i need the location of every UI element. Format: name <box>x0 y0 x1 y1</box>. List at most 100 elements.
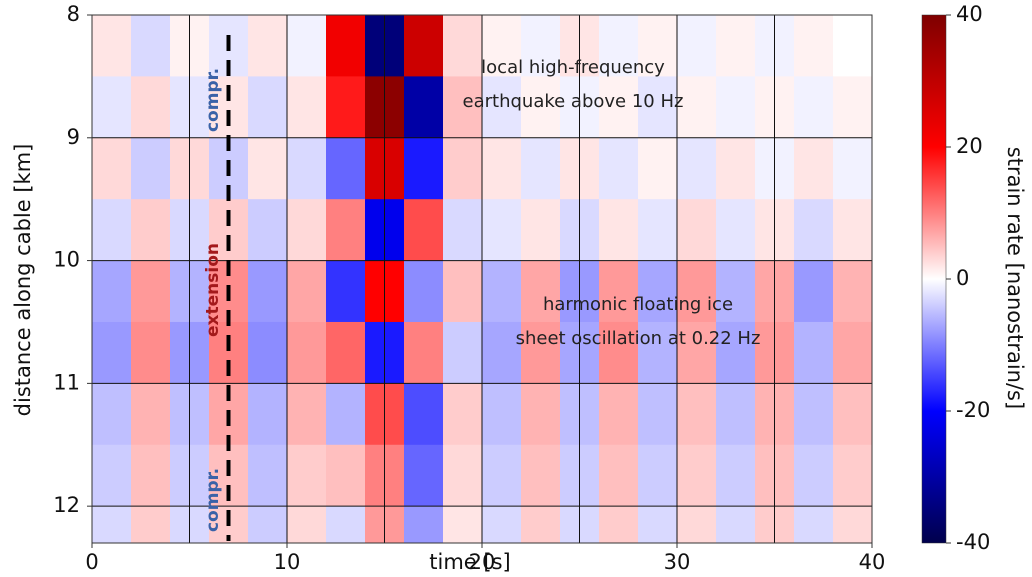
heatmap-cell <box>677 15 717 77</box>
annotation: sheet oscillation at 0.22 Hz <box>516 328 761 349</box>
heatmap-cell <box>833 199 873 262</box>
heatmap-cell <box>131 383 171 446</box>
y-tick-label: 12 <box>53 493 80 517</box>
heatmap-cell <box>443 137 483 200</box>
heatmap-cell <box>677 137 717 200</box>
heatmap-cell <box>92 260 132 323</box>
heatmap-cell <box>482 137 522 200</box>
heatmap-cell <box>833 15 873 77</box>
heatmap-cell <box>716 383 756 446</box>
heatmap-cell <box>404 137 444 200</box>
heatmap-cell <box>638 137 678 200</box>
heatmap-cell <box>248 321 288 384</box>
heatmap-cell <box>287 383 327 446</box>
heatmap-cell <box>716 444 756 507</box>
heatmap-cell <box>326 15 366 77</box>
heatmap-cell <box>404 199 444 262</box>
heatmap-cell <box>482 444 522 507</box>
heatmap-cell <box>404 321 444 384</box>
heatmap-cell <box>716 15 756 77</box>
heatmap-cell <box>716 76 756 139</box>
heatmap-cell <box>131 137 171 200</box>
heatmap-cell <box>794 383 834 446</box>
heatmap-cell <box>716 199 756 262</box>
heatmap-cell <box>638 199 678 262</box>
heatmap-cell <box>677 199 717 262</box>
heatmap-cell <box>833 260 873 323</box>
annotation: local high-frequency <box>481 57 665 78</box>
colorbar-tick-label: -40 <box>956 530 990 554</box>
heatmap-cell <box>92 383 132 446</box>
heatmap-cell <box>638 15 678 77</box>
heatmap-cell <box>521 383 561 446</box>
heatmap-cell <box>326 321 366 384</box>
heatmap-cell <box>248 383 288 446</box>
heatmap-cell <box>638 383 678 446</box>
heatmap-cell <box>443 260 483 323</box>
heatmap-cell <box>92 321 132 384</box>
heatmap-cell <box>404 76 444 139</box>
heatmap-cell <box>287 76 327 139</box>
x-tick-label: 10 <box>274 550 301 574</box>
heatmap-cell <box>443 506 483 544</box>
x-tick-label: 0 <box>85 550 98 574</box>
heatmap-cell <box>482 15 522 77</box>
annotation: harmonic floating ice <box>543 294 733 315</box>
heatmap-cell <box>677 321 717 384</box>
heatmap-cell <box>794 321 834 384</box>
heatmap-cell <box>638 321 678 384</box>
heatmap-cell <box>287 444 327 507</box>
heatmap-cell <box>482 383 522 446</box>
heatmap-cell <box>794 15 834 77</box>
heatmap-cell <box>599 76 639 139</box>
heatmap-cell <box>443 444 483 507</box>
heatmap-cell <box>92 199 132 262</box>
heatmap-cell <box>443 383 483 446</box>
heatmap-cell <box>92 506 132 544</box>
heatmap-cell <box>248 199 288 262</box>
heatmap-cell <box>404 444 444 507</box>
heatmap-cell <box>716 260 756 323</box>
colorbar-tick-label: 40 <box>956 2 983 26</box>
heatmap-cell <box>443 199 483 262</box>
heatmap-cell <box>794 506 834 544</box>
y-tick-label: 11 <box>53 370 80 394</box>
heatmap-cell <box>599 506 639 544</box>
heatmap-cell <box>404 506 444 544</box>
heatmap-cell <box>248 444 288 507</box>
heatmap-cell <box>482 321 522 384</box>
heatmap-cell <box>833 506 873 544</box>
heatmap-cell <box>794 260 834 323</box>
x-tick-label: 40 <box>859 550 886 574</box>
heatmap-cell <box>599 260 639 323</box>
heatmap-cell <box>638 506 678 544</box>
heatmap-cell <box>716 321 756 384</box>
heatmap-cell <box>131 444 171 507</box>
heatmap-cell <box>833 76 873 139</box>
heatmap-cell <box>521 137 561 200</box>
heatmap-cell <box>326 137 366 200</box>
colorbar <box>921 14 947 544</box>
heatmap-cell <box>638 260 678 323</box>
heatmap-cell <box>131 15 171 77</box>
heatmap-cell <box>677 260 717 323</box>
heatmap-cell <box>131 260 171 323</box>
heatmap-cell <box>287 260 327 323</box>
colorbar-tick-label: 20 <box>956 134 983 158</box>
heatmap-cell <box>716 506 756 544</box>
heatmap-cell <box>326 76 366 139</box>
heatmap-cell <box>638 444 678 507</box>
heatmap-cell <box>287 199 327 262</box>
x-tick-label: 30 <box>664 550 691 574</box>
heatmap-cell <box>521 76 561 139</box>
heatmap-cell <box>794 444 834 507</box>
heatmap-cell <box>833 383 873 446</box>
y-axis-label: distance along cable [km] <box>11 144 35 417</box>
heatmap-cell <box>326 506 366 544</box>
colorbar-label: strain rate [nanostrain/s] <box>1003 147 1027 409</box>
heatmap-cell <box>248 15 288 77</box>
heatmap-cell <box>326 444 366 507</box>
heatmap-cell <box>833 444 873 507</box>
heatmap-cell <box>131 321 171 384</box>
